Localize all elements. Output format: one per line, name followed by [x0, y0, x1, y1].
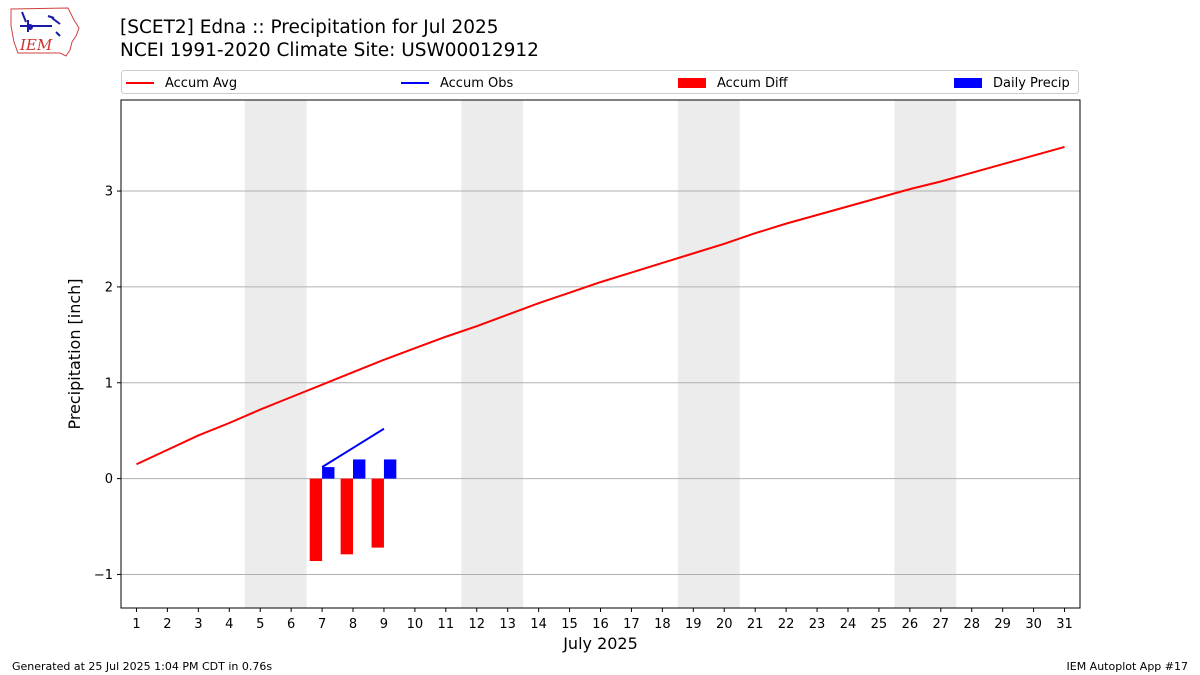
x-tick-label: 22 [778, 617, 795, 632]
x-tick-label: 9 [380, 617, 388, 632]
daily-precip-bar [383, 459, 397, 479]
legend-swatch-accum-obs [401, 82, 429, 84]
weekend-shade [677, 100, 740, 608]
vane-hub-icon [27, 24, 33, 30]
x-tick-label: 11 [438, 617, 455, 632]
chart-title-line1: [SCET2] Edna :: Precipitation for Jul 20… [120, 17, 499, 38]
accum-diff-bar [309, 478, 323, 562]
legend: Accum Avg Accum Obs Accum Diff Daily Pre… [121, 70, 1079, 94]
x-tick-label: 31 [1056, 617, 1073, 632]
iowa-state-outline [10, 7, 80, 57]
accum-diff-bar [340, 478, 354, 555]
x-tick-label: 23 [809, 617, 826, 632]
x-tick-label: 29 [994, 617, 1011, 632]
footer-app-id: IEM Autoplot App #17 [1066, 660, 1189, 673]
legend-item-accum-diff: Accum Diff [678, 71, 788, 95]
x-tick-label: 6 [287, 617, 295, 632]
x-tick-label: 28 [963, 617, 980, 632]
plot-frame [120, 99, 1081, 609]
legend-swatch-daily-precip [954, 78, 982, 88]
y-tick-label: −1 [94, 568, 113, 583]
y-tick-label: 0 [105, 472, 113, 487]
weekend-shade [461, 100, 524, 608]
x-tick-label: 4 [225, 617, 233, 632]
weather-vane-icon [20, 11, 61, 37]
x-tick-label: 13 [499, 617, 516, 632]
weekend-shade [244, 100, 307, 608]
x-tick-label: 19 [685, 617, 702, 632]
x-tick-label: 20 [716, 617, 733, 632]
accum-diff-bar [371, 478, 384, 548]
legend-label-accum-avg: Accum Avg [165, 75, 238, 91]
x-tick-label: 2 [163, 617, 171, 632]
iem-logo: IEM [10, 7, 80, 57]
daily-precip-bar [322, 467, 335, 479]
x-tick-label: 3 [194, 617, 202, 632]
x-tick-label: 14 [530, 617, 547, 632]
legend-label-accum-obs: Accum Obs [440, 75, 514, 91]
legend-label-accum-diff: Accum Diff [717, 75, 788, 91]
daily-precip-bar [353, 459, 366, 479]
x-tick-label: 24 [840, 617, 857, 632]
x-tick-label: 1 [132, 617, 140, 632]
footer-generated-at: Generated at 25 Jul 2025 1:04 PM CDT in … [12, 660, 273, 673]
legend-item-accum-avg: Accum Avg [126, 71, 237, 95]
accum-avg-line [136, 146, 1065, 466]
accum-obs-line [321, 427, 385, 468]
x-tick-label: 16 [592, 617, 609, 632]
x-axis-label: July 2025 [562, 634, 638, 653]
logo-text: IEM [19, 36, 53, 54]
x-tick-label: 10 [407, 617, 424, 632]
x-tick-label: 25 [871, 617, 888, 632]
x-tick-label: 12 [468, 617, 485, 632]
chart-title-line2: NCEI 1991-2020 Climate Site: USW00012912 [120, 40, 539, 61]
legend-swatch-accum-diff [678, 78, 706, 88]
legend-label-daily-precip: Daily Precip [993, 75, 1070, 91]
weekend-shade [894, 100, 957, 608]
x-tick-label: 30 [1025, 617, 1042, 632]
x-tick-label: 5 [256, 617, 264, 632]
legend-item-daily-precip: Daily Precip [954, 71, 1070, 95]
x-tick-label: 18 [654, 617, 671, 632]
x-tick-label: 21 [747, 617, 764, 632]
x-tick-label: 26 [902, 617, 919, 632]
x-tick-label: 8 [349, 617, 357, 632]
x-tick-label: 17 [623, 617, 640, 632]
y-axis-label: Precipitation [inch] [65, 278, 84, 429]
legend-item-accum-obs: Accum Obs [401, 71, 513, 95]
y-tick-label: 3 [105, 185, 113, 200]
x-tick-label: 15 [561, 617, 578, 632]
y-tick-label: 2 [105, 280, 113, 295]
y-tick-label: 1 [105, 376, 113, 391]
x-tick-label: 7 [318, 617, 326, 632]
x-tick-label: 27 [933, 617, 950, 632]
legend-swatch-accum-avg [126, 82, 154, 84]
